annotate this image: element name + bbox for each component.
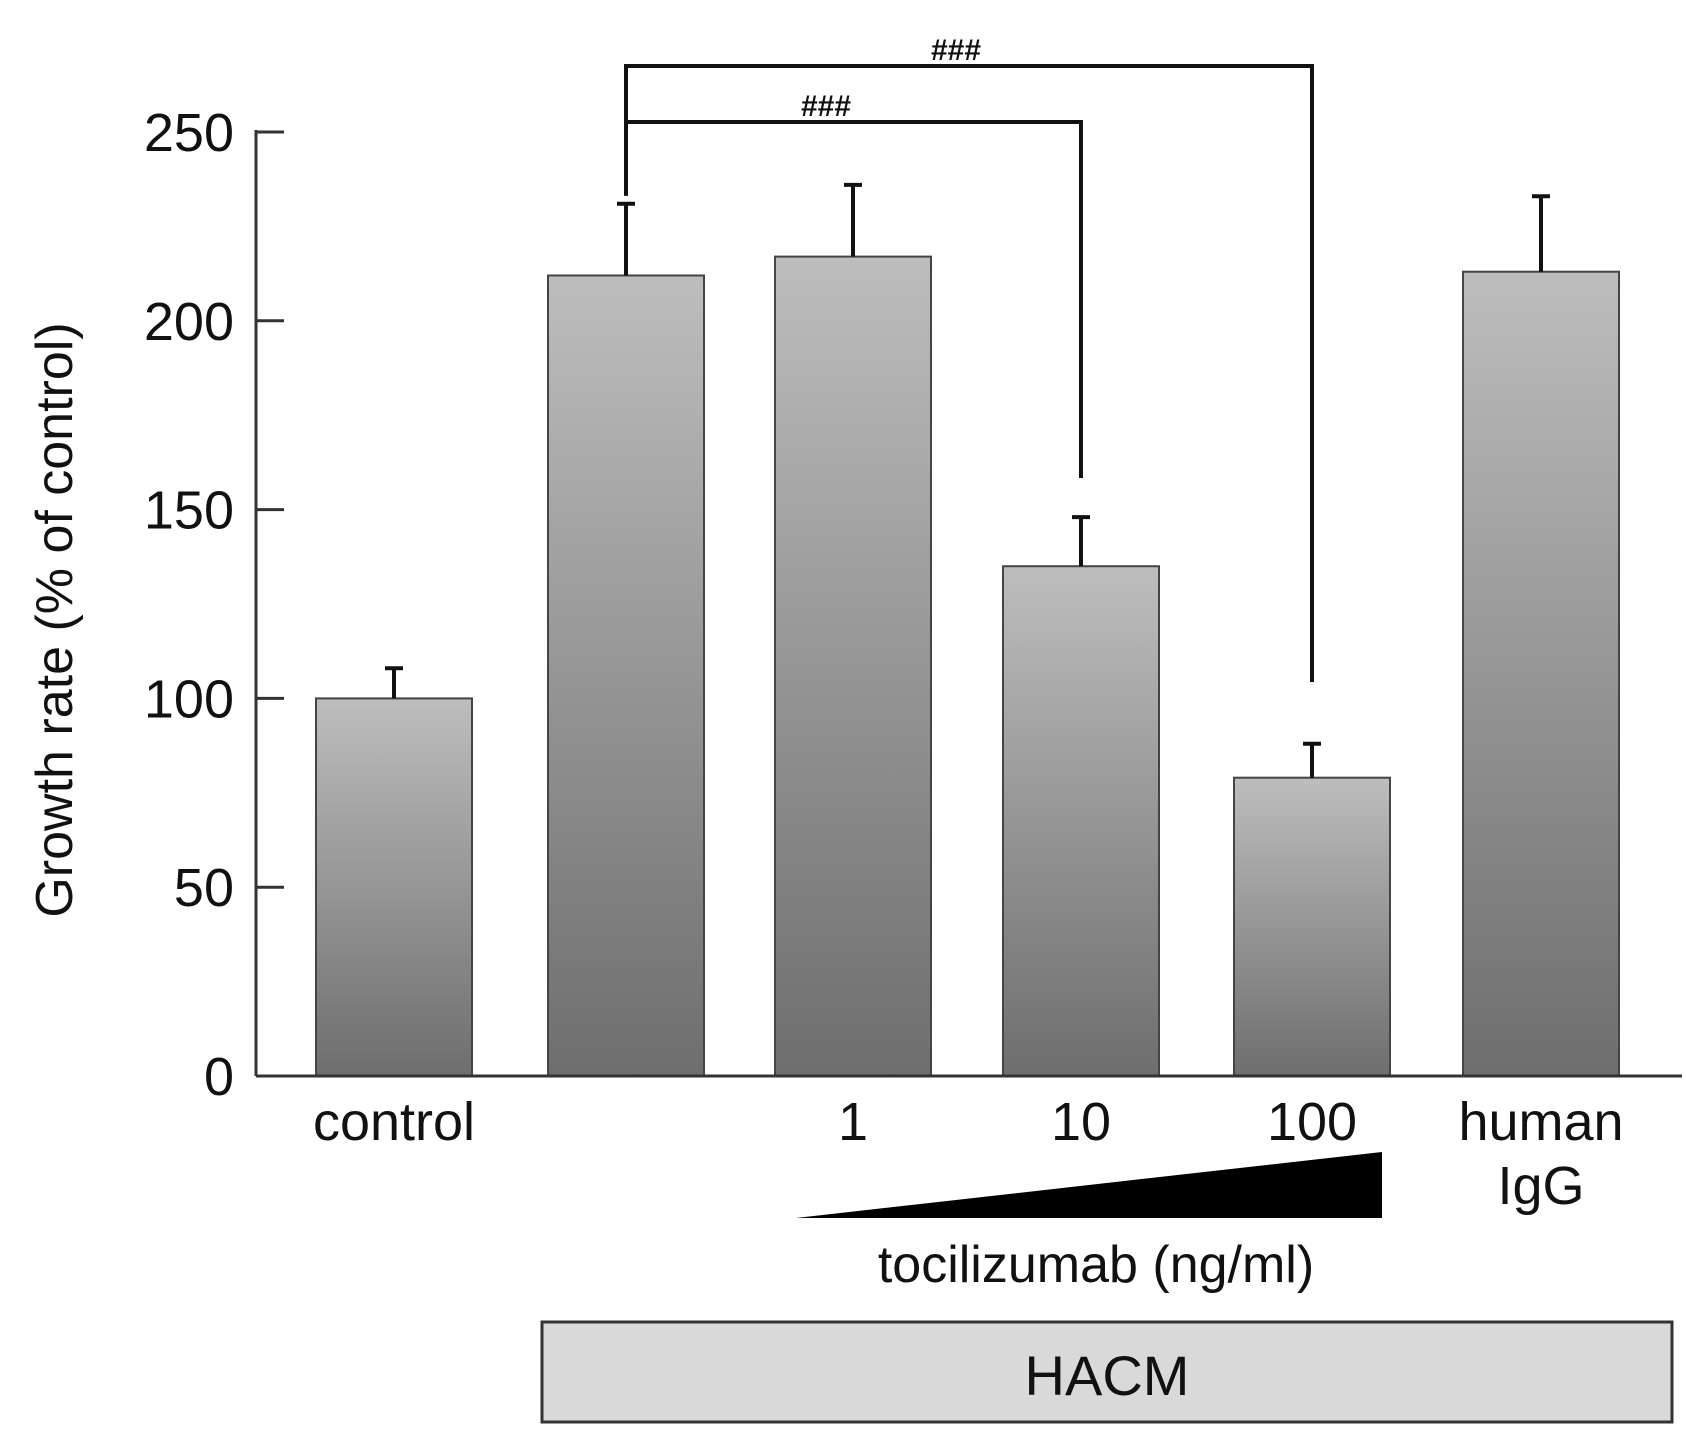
y-tick-label-3: 150 — [144, 481, 234, 541]
category-label-3: 10 — [1051, 1092, 1111, 1152]
bar-0 — [315, 697, 473, 1078]
dose-gradient-wedge — [796, 1152, 1382, 1218]
category-label-4: 100 — [1267, 1092, 1357, 1152]
y-tick-label-4: 200 — [144, 292, 234, 352]
y-axis-title: Growth rate (% of control) — [26, 322, 84, 917]
y-tick-label-0: 0 — [204, 1047, 234, 1107]
hacm-group-label: HACM — [1025, 1344, 1190, 1407]
bar-1 — [547, 274, 705, 1078]
bar-5 — [1462, 270, 1620, 1078]
significance-label-0: ### — [801, 90, 851, 123]
hacm-group-box — [540, 1320, 1674, 1424]
bar-4 — [1233, 776, 1391, 1077]
bar-3 — [1002, 565, 1160, 1077]
bar-2 — [774, 255, 932, 1078]
category-label-0: control — [313, 1092, 475, 1152]
significance-bracket-1 — [624, 64, 1314, 682]
significance-label-1: ### — [931, 34, 981, 67]
category-label-5-line-0: human — [1458, 1092, 1623, 1152]
y-tick-label-2: 100 — [144, 669, 234, 729]
y-tick-label-1: 50 — [174, 858, 234, 918]
y-tick-label-5: 250 — [144, 103, 234, 163]
dose-label: tocilizumab (ng/ml) — [878, 1236, 1314, 1294]
category-label-2: 1 — [838, 1092, 868, 1152]
category-label-5-line-1: IgG — [1497, 1156, 1584, 1216]
